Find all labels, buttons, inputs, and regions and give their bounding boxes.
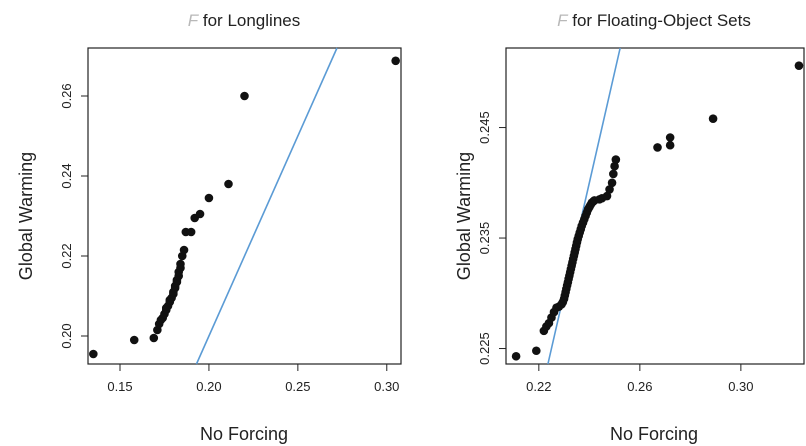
data-point [176, 259, 185, 269]
y-axis: 0.20 0.22 0.24 0.26 [59, 83, 88, 349]
data-point [224, 179, 233, 189]
data-point [195, 209, 205, 219]
x-tick-label: 0.30 [374, 379, 399, 394]
reference-line-path [547, 47, 621, 365]
y-tick-label: 0.22 [59, 243, 74, 268]
x-tick-label: 0.22 [526, 379, 551, 394]
data-point [240, 91, 249, 101]
y-axis: 0.225 0.235 0.245 [477, 111, 506, 365]
reference-line [195, 47, 338, 365]
data-point [129, 335, 139, 345]
x-axis-label: No Forcing [610, 424, 698, 444]
points [89, 56, 400, 359]
plot-frame [87, 47, 402, 365]
data-point [186, 227, 196, 237]
data-point [89, 349, 98, 359]
data-point [204, 193, 214, 203]
x-axis-label: No Forcing [200, 424, 288, 444]
data-point [665, 133, 675, 142]
data-point [511, 351, 521, 361]
y-tick-label: 0.20 [59, 323, 74, 348]
x-tick-label: 0.25 [285, 379, 310, 394]
data-point [609, 169, 618, 179]
y-tick-label: 0.24 [59, 163, 74, 188]
y-axis-label: Global Warming [16, 152, 36, 280]
data-point [610, 161, 619, 171]
data-point [532, 346, 541, 356]
data-point [653, 143, 662, 152]
data-point [607, 178, 617, 188]
y-tick-label: 0.245 [477, 111, 492, 144]
data-point [708, 114, 718, 124]
data-point [391, 56, 400, 66]
y-axis-label: Global Warming [454, 152, 474, 280]
data-point [665, 140, 675, 150]
x-tick-label: 0.15 [107, 379, 132, 394]
data-point [149, 333, 159, 343]
y-tick-label: 0.225 [477, 332, 492, 365]
reference-line [547, 47, 621, 365]
x-tick-label: 0.20 [196, 379, 221, 394]
chart-title: F for Floating-Object Sets [557, 11, 751, 30]
chart-title: F for Longlines [188, 11, 300, 30]
data-point [605, 185, 614, 194]
data-point [611, 155, 621, 164]
x-tick-label: 0.30 [728, 379, 753, 394]
points [511, 61, 804, 361]
y-tick-label: 0.235 [477, 222, 492, 255]
x-axis: 0.15 0.20 0.25 0.30 [107, 364, 399, 394]
data-point [179, 245, 189, 255]
data-point [602, 191, 612, 201]
x-axis: 0.22 0.26 0.30 [526, 364, 754, 394]
x-tick-label: 0.26 [627, 379, 652, 394]
panel-floating-object: F for Floating-Object Sets 0.22 0.26 0.30 … [454, 11, 805, 444]
reference-line-path [195, 47, 338, 365]
plot-frame [505, 47, 805, 365]
y-tick-label: 0.26 [59, 83, 74, 108]
panel-longlines: F for Longlines 0.15 0.20 0.25 0.30 0.200.2… [16, 11, 402, 444]
data-point [794, 61, 804, 70]
